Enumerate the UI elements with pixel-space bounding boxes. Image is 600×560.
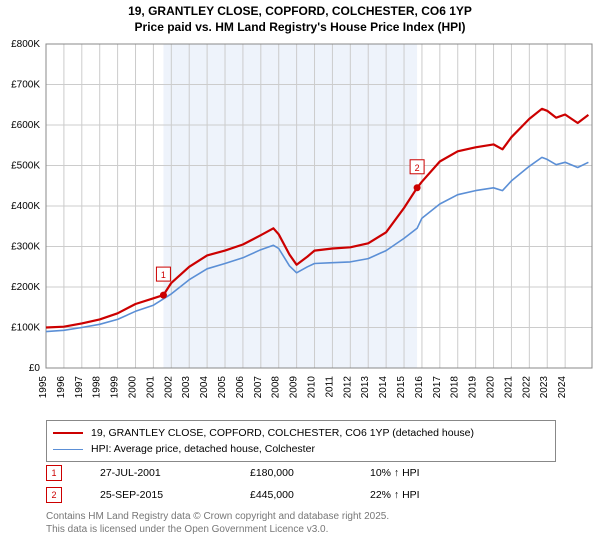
svg-text:£700K: £700K: [11, 80, 40, 91]
svg-text:2: 2: [415, 163, 420, 173]
svg-text:£0: £0: [29, 363, 41, 374]
chart-title: 19, GRANTLEY CLOSE, COPFORD, COLCHESTER,…: [0, 0, 600, 35]
svg-text:2012: 2012: [342, 376, 353, 399]
svg-text:£200K: £200K: [11, 282, 40, 293]
svg-text:£400K: £400K: [11, 201, 40, 212]
marker-row-2: 2 25-SEP-2015 £445,000 22% ↑ HPI: [46, 484, 556, 506]
svg-text:2015: 2015: [396, 376, 407, 399]
marker-box-1: 1: [46, 465, 62, 481]
title-line-2: Price paid vs. HM Land Registry's House …: [0, 20, 600, 36]
attribution: Contains HM Land Registry data © Crown c…: [46, 510, 389, 536]
marker-row-1: 1 27-JUL-2001 £180,000 10% ↑ HPI: [46, 462, 556, 484]
svg-text:2006: 2006: [235, 376, 246, 399]
marker-price-1: £180,000: [250, 467, 370, 479]
attribution-line-1: Contains HM Land Registry data © Crown c…: [46, 510, 389, 523]
attribution-line-2: This data is licensed under the Open Gov…: [46, 523, 389, 536]
svg-text:2001: 2001: [145, 376, 156, 399]
svg-text:2004: 2004: [199, 376, 210, 399]
legend-item-hpi: HPI: Average price, detached house, Colc…: [53, 441, 549, 457]
chart-svg: £0 £100K £200K £300K £400K £500K £600K £700K £80…: [0, 38, 600, 416]
svg-text:2014: 2014: [378, 376, 389, 399]
marker-table: 1 27-JUL-2001 £180,000 10% ↑ HPI 2 25-SE…: [46, 462, 556, 506]
marker-pct-2: 22% ↑ HPI: [370, 489, 490, 501]
svg-text:2011: 2011: [324, 376, 335, 398]
legend-swatch-hpi: [53, 449, 83, 450]
marker-price-2: £445,000: [250, 489, 370, 501]
svg-text:2002: 2002: [163, 376, 174, 399]
svg-text:£100K: £100K: [11, 323, 40, 334]
svg-text:2022: 2022: [521, 376, 532, 399]
svg-text:2008: 2008: [271, 376, 282, 399]
legend-label-hpi: HPI: Average price, detached house, Colc…: [91, 443, 315, 455]
legend-swatch-property: [53, 432, 83, 434]
marker-id-2: 2: [51, 490, 56, 500]
svg-text:1997: 1997: [74, 376, 85, 399]
svg-text:£800K: £800K: [11, 39, 40, 50]
svg-text:2009: 2009: [289, 376, 300, 399]
svg-text:£600K: £600K: [11, 120, 40, 131]
svg-text:2018: 2018: [450, 376, 461, 399]
legend: 19, GRANTLEY CLOSE, COPFORD, COLCHESTER,…: [46, 420, 556, 462]
svg-text:2023: 2023: [539, 376, 550, 399]
svg-text:2017: 2017: [432, 376, 443, 399]
chart-container: 19, GRANTLEY CLOSE, COPFORD, COLCHESTER,…: [0, 0, 600, 560]
title-line-1: 19, GRANTLEY CLOSE, COPFORD, COLCHESTER,…: [0, 4, 600, 20]
marker-date-1: 27-JUL-2001: [100, 467, 250, 479]
svg-text:2019: 2019: [468, 376, 479, 399]
chart-plot: £0 £100K £200K £300K £400K £500K £600K £700K £80…: [0, 38, 600, 416]
marker-date-2: 25-SEP-2015: [100, 489, 250, 501]
svg-text:2020: 2020: [486, 376, 497, 399]
marker-pct-1: 10% ↑ HPI: [370, 467, 490, 479]
svg-text:1995: 1995: [38, 376, 49, 399]
svg-text:£300K: £300K: [11, 242, 40, 253]
svg-text:1: 1: [161, 270, 166, 280]
marker-id-1: 1: [51, 468, 56, 478]
svg-text:1999: 1999: [110, 376, 121, 399]
svg-text:2000: 2000: [128, 376, 139, 399]
svg-text:1996: 1996: [56, 376, 67, 399]
svg-text:2005: 2005: [217, 376, 228, 399]
svg-text:2016: 2016: [414, 376, 425, 399]
svg-text:2010: 2010: [307, 376, 318, 399]
marker-box-2: 2: [46, 487, 62, 503]
svg-text:2021: 2021: [503, 376, 514, 399]
svg-text:2007: 2007: [253, 376, 264, 399]
svg-text:2024: 2024: [557, 376, 568, 399]
svg-text:1998: 1998: [92, 376, 103, 399]
legend-label-property: 19, GRANTLEY CLOSE, COPFORD, COLCHESTER,…: [91, 427, 474, 439]
svg-text:2003: 2003: [181, 376, 192, 399]
svg-text:2013: 2013: [360, 376, 371, 399]
svg-text:£500K: £500K: [11, 161, 40, 172]
legend-item-property: 19, GRANTLEY CLOSE, COPFORD, COLCHESTER,…: [53, 425, 549, 441]
